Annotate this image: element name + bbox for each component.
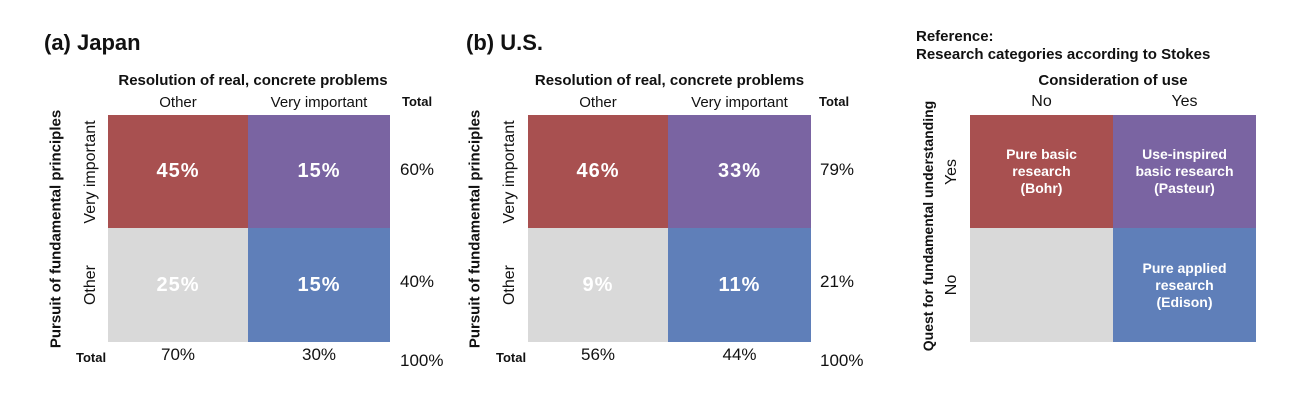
- japan-row-header-very-important: Very important: [82, 120, 99, 224]
- reference-cell-use-inspired: Use-inspired basic research (Pasteur): [1113, 115, 1256, 228]
- us-total-row-label: Total: [496, 350, 527, 365]
- reference-row-header-yes: Yes: [943, 158, 960, 186]
- reference-cell-empty: [970, 228, 1113, 342]
- us-grand-total: 100%: [820, 351, 864, 370]
- us-panel-title: (b) U.S.: [466, 30, 543, 55]
- reference-cell-pure-basic: Pure basic research (Bohr): [970, 115, 1113, 228]
- us-total-header: Total: [819, 94, 850, 109]
- japan-col-total-very-important: 30%: [301, 345, 337, 364]
- japan-cell-vi-other: 45%: [108, 115, 248, 228]
- us-column-title: Resolution of real, concrete problems: [534, 72, 805, 89]
- us-row-total-other: 21%: [820, 272, 855, 291]
- japan-row-total-other: 40%: [400, 272, 435, 291]
- us-cell-vi-other: 46%: [528, 115, 668, 228]
- us-cell-vi-vi: 33%: [668, 115, 811, 228]
- us-row-total-very-important: 79%: [820, 160, 855, 179]
- us-col-header-other: Other: [579, 94, 617, 111]
- japan-row-header-other: Other: [82, 264, 99, 306]
- reference-row-title: Quest for fundamental understanding: [920, 100, 936, 352]
- japan-cell-vi-vi: 15%: [248, 115, 390, 228]
- us-row-header-very-important: Very important: [501, 120, 518, 224]
- us-cell-other-vi: 11%: [668, 228, 811, 342]
- japan-column-title: Resolution of real, concrete problems: [118, 72, 388, 89]
- us-cell-other-other: 9%: [528, 228, 668, 342]
- japan-col-total-other: 70%: [160, 345, 196, 364]
- reference-column-title: Consideration of use: [1038, 72, 1188, 89]
- reference-title-line1: Reference:: [916, 28, 994, 45]
- reference-cell-pure-applied: Pure applied research (Edison): [1113, 228, 1256, 342]
- japan-col-header-other: Other: [159, 94, 197, 111]
- japan-row-title: Pursuit of fundamental principles: [47, 109, 65, 349]
- japan-cell-other-vi: 15%: [248, 228, 390, 342]
- japan-col-header-very-important: Very important: [270, 94, 368, 111]
- reference-col-header-no: No: [1031, 93, 1052, 110]
- japan-total-header: Total: [402, 94, 433, 109]
- reference-title-line2: Research categories according to Stokes: [916, 46, 1211, 63]
- reference-row-header-no: No: [943, 274, 960, 296]
- us-col-total-very-important: 44%: [722, 345, 757, 364]
- us-row-title: Pursuit of fundamental principles: [466, 109, 484, 349]
- japan-cell-other-other: 25%: [108, 228, 248, 342]
- japan-total-row-label: Total: [76, 350, 107, 365]
- us-col-header-very-important: Very important: [691, 94, 788, 111]
- japan-grand-total: 100%: [400, 351, 444, 370]
- reference-col-header-yes: Yes: [1171, 93, 1198, 110]
- us-col-total-other: 56%: [580, 345, 616, 364]
- japan-row-total-very-important: 60%: [400, 160, 435, 179]
- us-row-header-other: Other: [501, 264, 518, 306]
- japan-panel-title: (a) Japan: [44, 30, 141, 55]
